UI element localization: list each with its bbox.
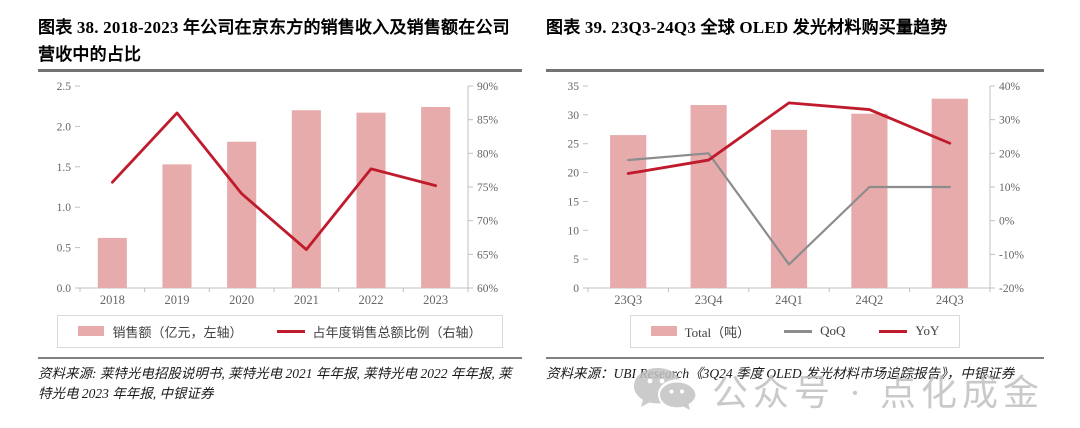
x-axis-category-label: 2018 bbox=[100, 293, 125, 307]
legend-label: 销售额（亿元，左轴） bbox=[112, 324, 243, 340]
legend-line-swatch bbox=[784, 329, 813, 333]
y-axis-left-label: 0.5 bbox=[57, 242, 72, 254]
figure-39: 图表 39. 23Q3-24Q3 全球 OLED 发光材料购买量趋势 0 5 10 1… bbox=[546, 14, 1044, 405]
legend-item: 销售额（亿元，左轴） bbox=[78, 322, 243, 341]
legend-item: 占年度销售总额比例（右轴） bbox=[276, 322, 482, 341]
bar-24Q3 bbox=[931, 98, 968, 288]
report-figures-page: 图表 38. 2018-2023 年公司在京东方的销售收入及销售额在公司营收中的… bbox=[38, 14, 1044, 413]
x-axis-category-label: 2022 bbox=[359, 293, 384, 307]
bar-2023 bbox=[421, 106, 451, 288]
legend-bar-swatch bbox=[650, 326, 677, 336]
x-axis-category-label: 2019 bbox=[165, 293, 190, 307]
y-axis-left-label: 30 bbox=[568, 109, 580, 121]
figure-39-source: 资料来源：UBI Research《3Q24 季度 OLED 发光材料市场追踪报… bbox=[546, 365, 1015, 381]
figure-39-title: 图表 39. 23Q3-24Q3 全球 OLED 发光材料购买量趋势 bbox=[546, 18, 948, 37]
y-axis-right-label: 65% bbox=[477, 249, 499, 261]
y-axis-right-label: 90% bbox=[477, 81, 499, 93]
x-axis-category-label: 2021 bbox=[294, 293, 319, 307]
figure-39-chart: 0 5 10 15 20 25 30 35 -20% -10% 0% 10% 20% 30% 40% 23Q3… bbox=[568, 81, 1025, 307]
y-axis-right-label: -20% bbox=[999, 283, 1024, 295]
figure-39-legend: Total（吨） QoQ YoY bbox=[546, 314, 1044, 348]
x-axis-category-label: 2023 bbox=[423, 293, 448, 307]
y-axis-right-label: 40% bbox=[999, 81, 1021, 93]
y-axis-right-label: 20% bbox=[999, 148, 1021, 160]
figure-38-source: 资料来源: 莱特光电招股说明书, 莱特光电 2021 年年报, 莱特光电 202… bbox=[38, 365, 512, 402]
y-axis-left-label: 0 bbox=[573, 283, 579, 295]
y-axis-right-label: 85% bbox=[477, 114, 499, 126]
bar-2022 bbox=[356, 112, 386, 288]
y-axis-right-label: -10% bbox=[999, 249, 1024, 261]
legend-item: Total（吨） bbox=[650, 322, 751, 341]
y-axis-left-label: 5 bbox=[573, 254, 579, 266]
legend-item: YoY bbox=[879, 323, 939, 339]
y-axis-left-label: 1.0 bbox=[57, 202, 72, 214]
bar-23Q4 bbox=[690, 104, 727, 288]
y-axis-left-label: 25 bbox=[568, 138, 580, 150]
figure-39-source-rule bbox=[546, 356, 1044, 359]
legend-label: 占年度销售总额比例（右轴） bbox=[312, 324, 482, 340]
bar-2018 bbox=[97, 237, 127, 288]
figure-39-title-rule bbox=[546, 69, 1044, 72]
line-series-yoy bbox=[626, 100, 952, 175]
legend-line-swatch bbox=[879, 329, 908, 333]
y-axis-right-label: 0% bbox=[999, 215, 1015, 227]
figure-38-chart: 0.0 0.5 1.0 1.5 2.0 2.5 60% 65% 70% 75% 80% 85% 90% 2… bbox=[57, 81, 499, 307]
figure-38-legend: 销售额（亿元，左轴） 占年度销售总额比例（右轴） bbox=[38, 314, 522, 348]
x-axis-category-label: 23Q4 bbox=[695, 293, 724, 307]
x-axis-category-label: 24Q2 bbox=[856, 293, 884, 307]
y-axis-right-label: 30% bbox=[999, 114, 1021, 126]
y-axis-left-label: 0.0 bbox=[57, 283, 72, 295]
y-axis-right-label: 75% bbox=[477, 182, 499, 194]
line-series-qoq bbox=[627, 151, 951, 266]
x-axis-category-label: 23Q3 bbox=[614, 293, 642, 307]
y-axis-right-label: 60% bbox=[477, 283, 499, 295]
legend-bar-swatch bbox=[78, 326, 105, 336]
x-axis-category-label: 2020 bbox=[229, 293, 254, 307]
x-axis-category-label: 24Q3 bbox=[936, 293, 964, 307]
legend-label: QoQ bbox=[820, 323, 846, 338]
x-axis-category-label: 24Q1 bbox=[775, 293, 803, 307]
bar-24Q2 bbox=[851, 113, 888, 288]
y-axis-right-label: 10% bbox=[999, 182, 1021, 194]
figure-38-title-rule bbox=[38, 69, 522, 72]
figure-38-source-rule bbox=[38, 356, 522, 359]
bar-2019 bbox=[162, 163, 192, 288]
y-axis-left-label: 20 bbox=[568, 167, 580, 179]
legend-box: 销售额（亿元，左轴） 占年度销售总额比例（右轴） bbox=[57, 314, 503, 348]
legend-line-swatch bbox=[276, 329, 305, 333]
line-series- bbox=[110, 111, 438, 251]
legend-label: Total（吨） bbox=[684, 324, 751, 340]
y-axis-left-label: 35 bbox=[568, 81, 580, 93]
y-axis-left-label: 2.0 bbox=[57, 121, 72, 133]
bar-2021 bbox=[291, 109, 321, 288]
figure-38-title: 图表 38. 2018-2023 年公司在京东方的销售收入及销售额在公司营收中的… bbox=[38, 18, 510, 65]
legend-item: QoQ bbox=[784, 323, 845, 339]
bar-2020 bbox=[227, 141, 257, 288]
bar-24Q1 bbox=[770, 129, 808, 288]
y-axis-right-label: 80% bbox=[477, 148, 499, 160]
y-axis-right-label: 70% bbox=[477, 215, 499, 227]
y-axis-left-label: 2.5 bbox=[57, 81, 72, 93]
figure-38: 图表 38. 2018-2023 年公司在京东方的销售收入及销售额在公司营收中的… bbox=[38, 14, 522, 405]
legend-label: YoY bbox=[915, 323, 940, 338]
y-axis-left-label: 10 bbox=[568, 225, 580, 237]
legend-box: Total（吨） QoQ YoY bbox=[629, 314, 961, 348]
y-axis-left-label: 1.5 bbox=[57, 161, 72, 173]
y-axis-left-label: 15 bbox=[568, 196, 580, 208]
